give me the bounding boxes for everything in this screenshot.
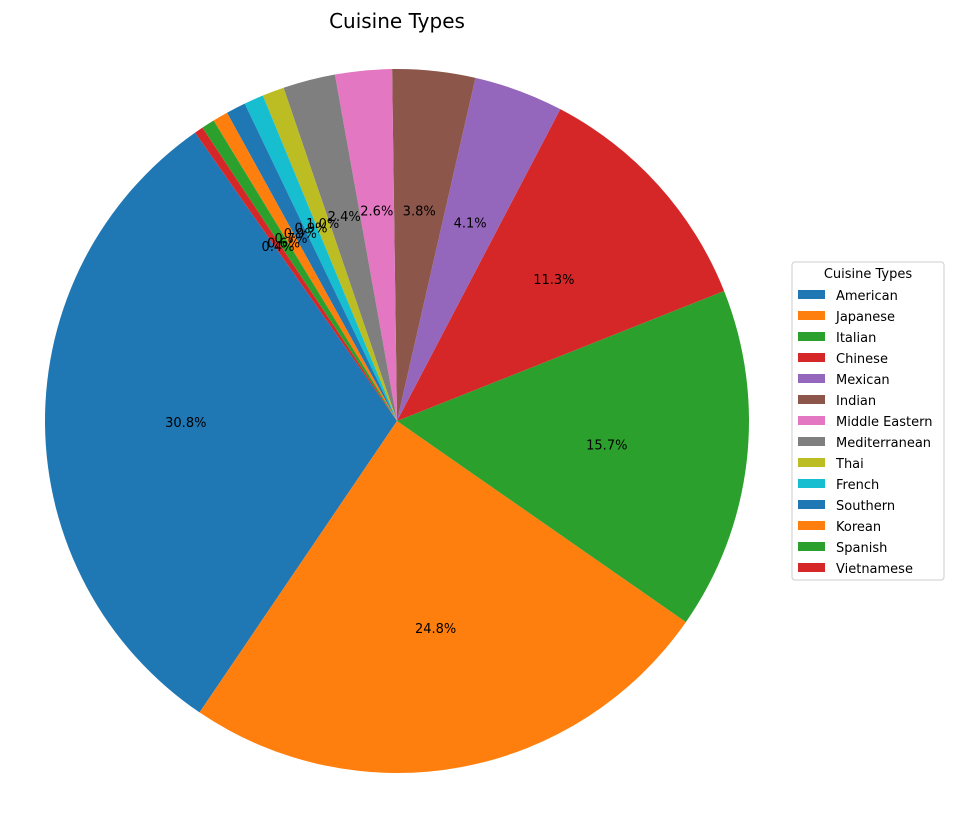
pct-label-french: 0.9% xyxy=(294,222,327,237)
legend-label: Japanese xyxy=(835,310,895,325)
legend-swatch xyxy=(798,542,825,551)
legend-label: Chinese xyxy=(836,352,888,367)
pie-slice-american xyxy=(44,132,398,713)
pie-slice-spanish xyxy=(202,120,397,422)
legend-swatch xyxy=(798,479,825,488)
pct-label-indian: 3.8% xyxy=(403,205,436,220)
pie-slice-japanese xyxy=(199,421,686,773)
legend: Cuisine Types American Japanese Italian Chi… xyxy=(791,261,945,581)
legend-label: Vietnamese xyxy=(836,562,913,577)
legend-label: French xyxy=(836,478,879,493)
legend-swatch xyxy=(798,563,825,572)
legend-items: American Japanese Italian Chinese Mexican Ind… xyxy=(798,289,932,577)
legend-swatch xyxy=(798,416,825,425)
pie-slice-italian xyxy=(397,290,749,623)
legend-swatch xyxy=(798,290,825,299)
pie-slice-mexican xyxy=(397,77,561,422)
legend-swatch xyxy=(798,353,825,362)
legend-swatch xyxy=(798,437,825,446)
pct-label-middle-eastern: 2.6% xyxy=(360,204,393,219)
pct-label-chinese: 11.3% xyxy=(533,273,574,288)
pie-slice-middle-eastern xyxy=(334,69,397,421)
legend-label: Mediterranean xyxy=(836,436,931,451)
legend-label: Italian xyxy=(836,331,876,346)
legend-swatch xyxy=(798,395,825,404)
pct-label-mediterranean: 2.4% xyxy=(328,210,361,225)
legend-label: Indian xyxy=(836,394,876,409)
pct-label-southern: 0.9% xyxy=(284,227,317,242)
legend-label: Southern xyxy=(836,499,895,514)
pie-slice-thai xyxy=(262,87,397,421)
pie-slice-french xyxy=(244,95,397,421)
legend-label: American xyxy=(836,289,898,304)
pct-label-japanese: 24.8% xyxy=(415,622,456,637)
pct-label-korean: 0.7% xyxy=(274,232,307,247)
legend-swatch xyxy=(798,332,825,341)
pie-slice-indian xyxy=(392,68,476,422)
legend-title: Cuisine Types xyxy=(824,267,913,282)
pie-slice-korean xyxy=(213,112,397,421)
legend-label: Korean xyxy=(836,520,881,535)
pie-slice-chinese xyxy=(397,109,725,422)
legend-label: Mexican xyxy=(836,373,890,388)
legend-swatch xyxy=(798,311,825,320)
pct-label-american: 30.8% xyxy=(165,416,206,431)
legend-swatch xyxy=(798,458,825,467)
pie-slice-mediterranean xyxy=(283,74,397,422)
pie-slices xyxy=(44,68,749,773)
legend-swatch xyxy=(798,521,825,530)
legend-swatch xyxy=(798,374,825,383)
pie-slice-vietnamese xyxy=(195,127,397,422)
percentage-labels: 30.8% 24.8% 15.7% 11.3% 4.1% 3.8% 2.6%2.4%1.0%… xyxy=(165,204,627,637)
pie-slice-southern xyxy=(226,103,397,421)
pct-label-spanish: 0.6% xyxy=(267,236,300,251)
chart-title: Cuisine Types xyxy=(329,9,465,33)
legend-label: Thai xyxy=(835,457,864,472)
legend-frame xyxy=(791,261,945,581)
legend-label: Spanish xyxy=(836,541,887,556)
legend-swatch xyxy=(798,500,825,509)
legend-label: Middle Eastern xyxy=(836,415,932,430)
pct-label-italian: 15.7% xyxy=(586,439,627,454)
pct-label-vietnamese: 0.4% xyxy=(261,240,294,255)
pct-label-thai: 1.0% xyxy=(306,217,339,232)
pct-label-mexican: 4.1% xyxy=(454,216,487,231)
